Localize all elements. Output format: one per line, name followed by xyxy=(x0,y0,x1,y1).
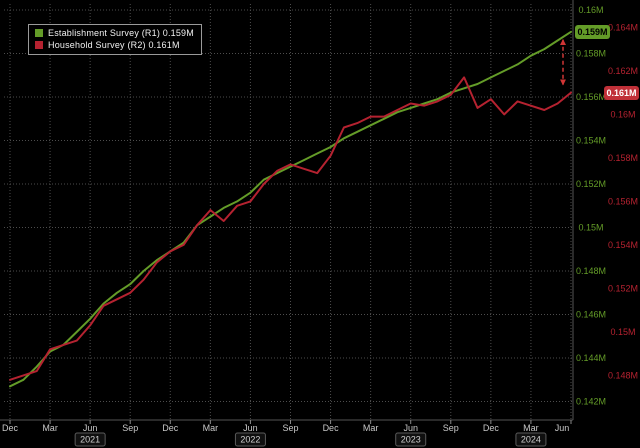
svg-text:0.162M: 0.162M xyxy=(608,66,638,76)
svg-text:Dec: Dec xyxy=(483,423,500,433)
legend-item-household[interactable]: Household Survey (R2) 0.161M xyxy=(35,40,194,50)
svg-text:Jun: Jun xyxy=(83,423,98,433)
svg-text:Mar: Mar xyxy=(523,423,539,433)
grid-horizontal-lines xyxy=(4,9,572,402)
svg-text:0.158M: 0.158M xyxy=(608,153,638,163)
svg-text:0.148M: 0.148M xyxy=(608,370,638,380)
svg-text:0.142M: 0.142M xyxy=(576,397,606,407)
svg-text:Mar: Mar xyxy=(203,423,219,433)
x-axis-labels: Dec Mar Jun Sep Dec Mar Jun Sep Dec Mar Jun Sep Dec M… xyxy=(2,423,569,433)
legend-item-establishment[interactable]: Establishment Survey (R1) 0.159M xyxy=(35,28,194,38)
svg-text:0.156M: 0.156M xyxy=(576,92,606,102)
svg-text:0.144M: 0.144M xyxy=(576,353,606,363)
svg-text:0.152M: 0.152M xyxy=(576,179,606,189)
svg-text:Jun: Jun xyxy=(243,423,258,433)
svg-text:0.154M: 0.154M xyxy=(608,240,638,250)
legend: Establishment Survey (R1) 0.159M Househo… xyxy=(28,24,202,55)
grid-vertical-lines xyxy=(9,4,572,419)
x-axis-ticks xyxy=(9,420,572,424)
svg-text:Jun: Jun xyxy=(403,423,418,433)
y-axis-green-labels: 0.16M 0.158M 0.156M 0.154M 0.152M 0.15M 0.148M… xyxy=(576,5,606,407)
svg-text:Mar: Mar xyxy=(42,423,58,433)
household-last-value-badge: 0.161M xyxy=(604,86,639,100)
svg-text:0.154M: 0.154M xyxy=(576,136,606,146)
legend-label-household: Household Survey (R2) 0.161M xyxy=(48,40,180,50)
svg-text:2024: 2024 xyxy=(521,435,541,445)
svg-text:Dec: Dec xyxy=(162,423,179,433)
svg-text:Sep: Sep xyxy=(443,423,459,433)
y-axis-red-labels: 0.164M 0.162M 0.16M 0.158M 0.156M 0.154M 0.152… xyxy=(608,22,638,380)
svg-text:Dec: Dec xyxy=(323,423,340,433)
svg-text:0.16M: 0.16M xyxy=(578,5,603,15)
svg-text:0.164M: 0.164M xyxy=(608,22,638,32)
household-swatch-icon xyxy=(35,41,43,49)
establishment-survey-line xyxy=(9,30,572,388)
svg-text:0.146M: 0.146M xyxy=(576,310,606,320)
x-axis-year-labels: 2021 2022 2023 2024 xyxy=(74,432,547,447)
legend-label-establishment: Establishment Survey (R1) 0.159M xyxy=(48,28,194,38)
svg-text:0.15M: 0.15M xyxy=(578,223,603,233)
svg-text:Sep: Sep xyxy=(122,423,138,433)
svg-text:0.15M: 0.15M xyxy=(610,327,635,337)
establishment-last-value-badge: 0.159M xyxy=(575,25,610,39)
establishment-swatch-icon xyxy=(35,29,43,37)
svg-text:2021: 2021 xyxy=(80,435,100,445)
svg-text:2023: 2023 xyxy=(401,435,421,445)
svg-text:Sep: Sep xyxy=(282,423,298,433)
svg-text:Mar: Mar xyxy=(363,423,379,433)
svg-text:0.156M: 0.156M xyxy=(608,196,638,206)
svg-text:0.148M: 0.148M xyxy=(576,266,606,276)
svg-text:Jun: Jun xyxy=(555,423,570,433)
household-survey-line xyxy=(9,76,572,381)
svg-text:2022: 2022 xyxy=(240,435,260,445)
svg-text:0.16M: 0.16M xyxy=(610,109,635,119)
svg-text:0.158M: 0.158M xyxy=(576,49,606,59)
svg-text:Dec: Dec xyxy=(2,423,19,433)
svg-text:0.152M: 0.152M xyxy=(608,283,638,293)
